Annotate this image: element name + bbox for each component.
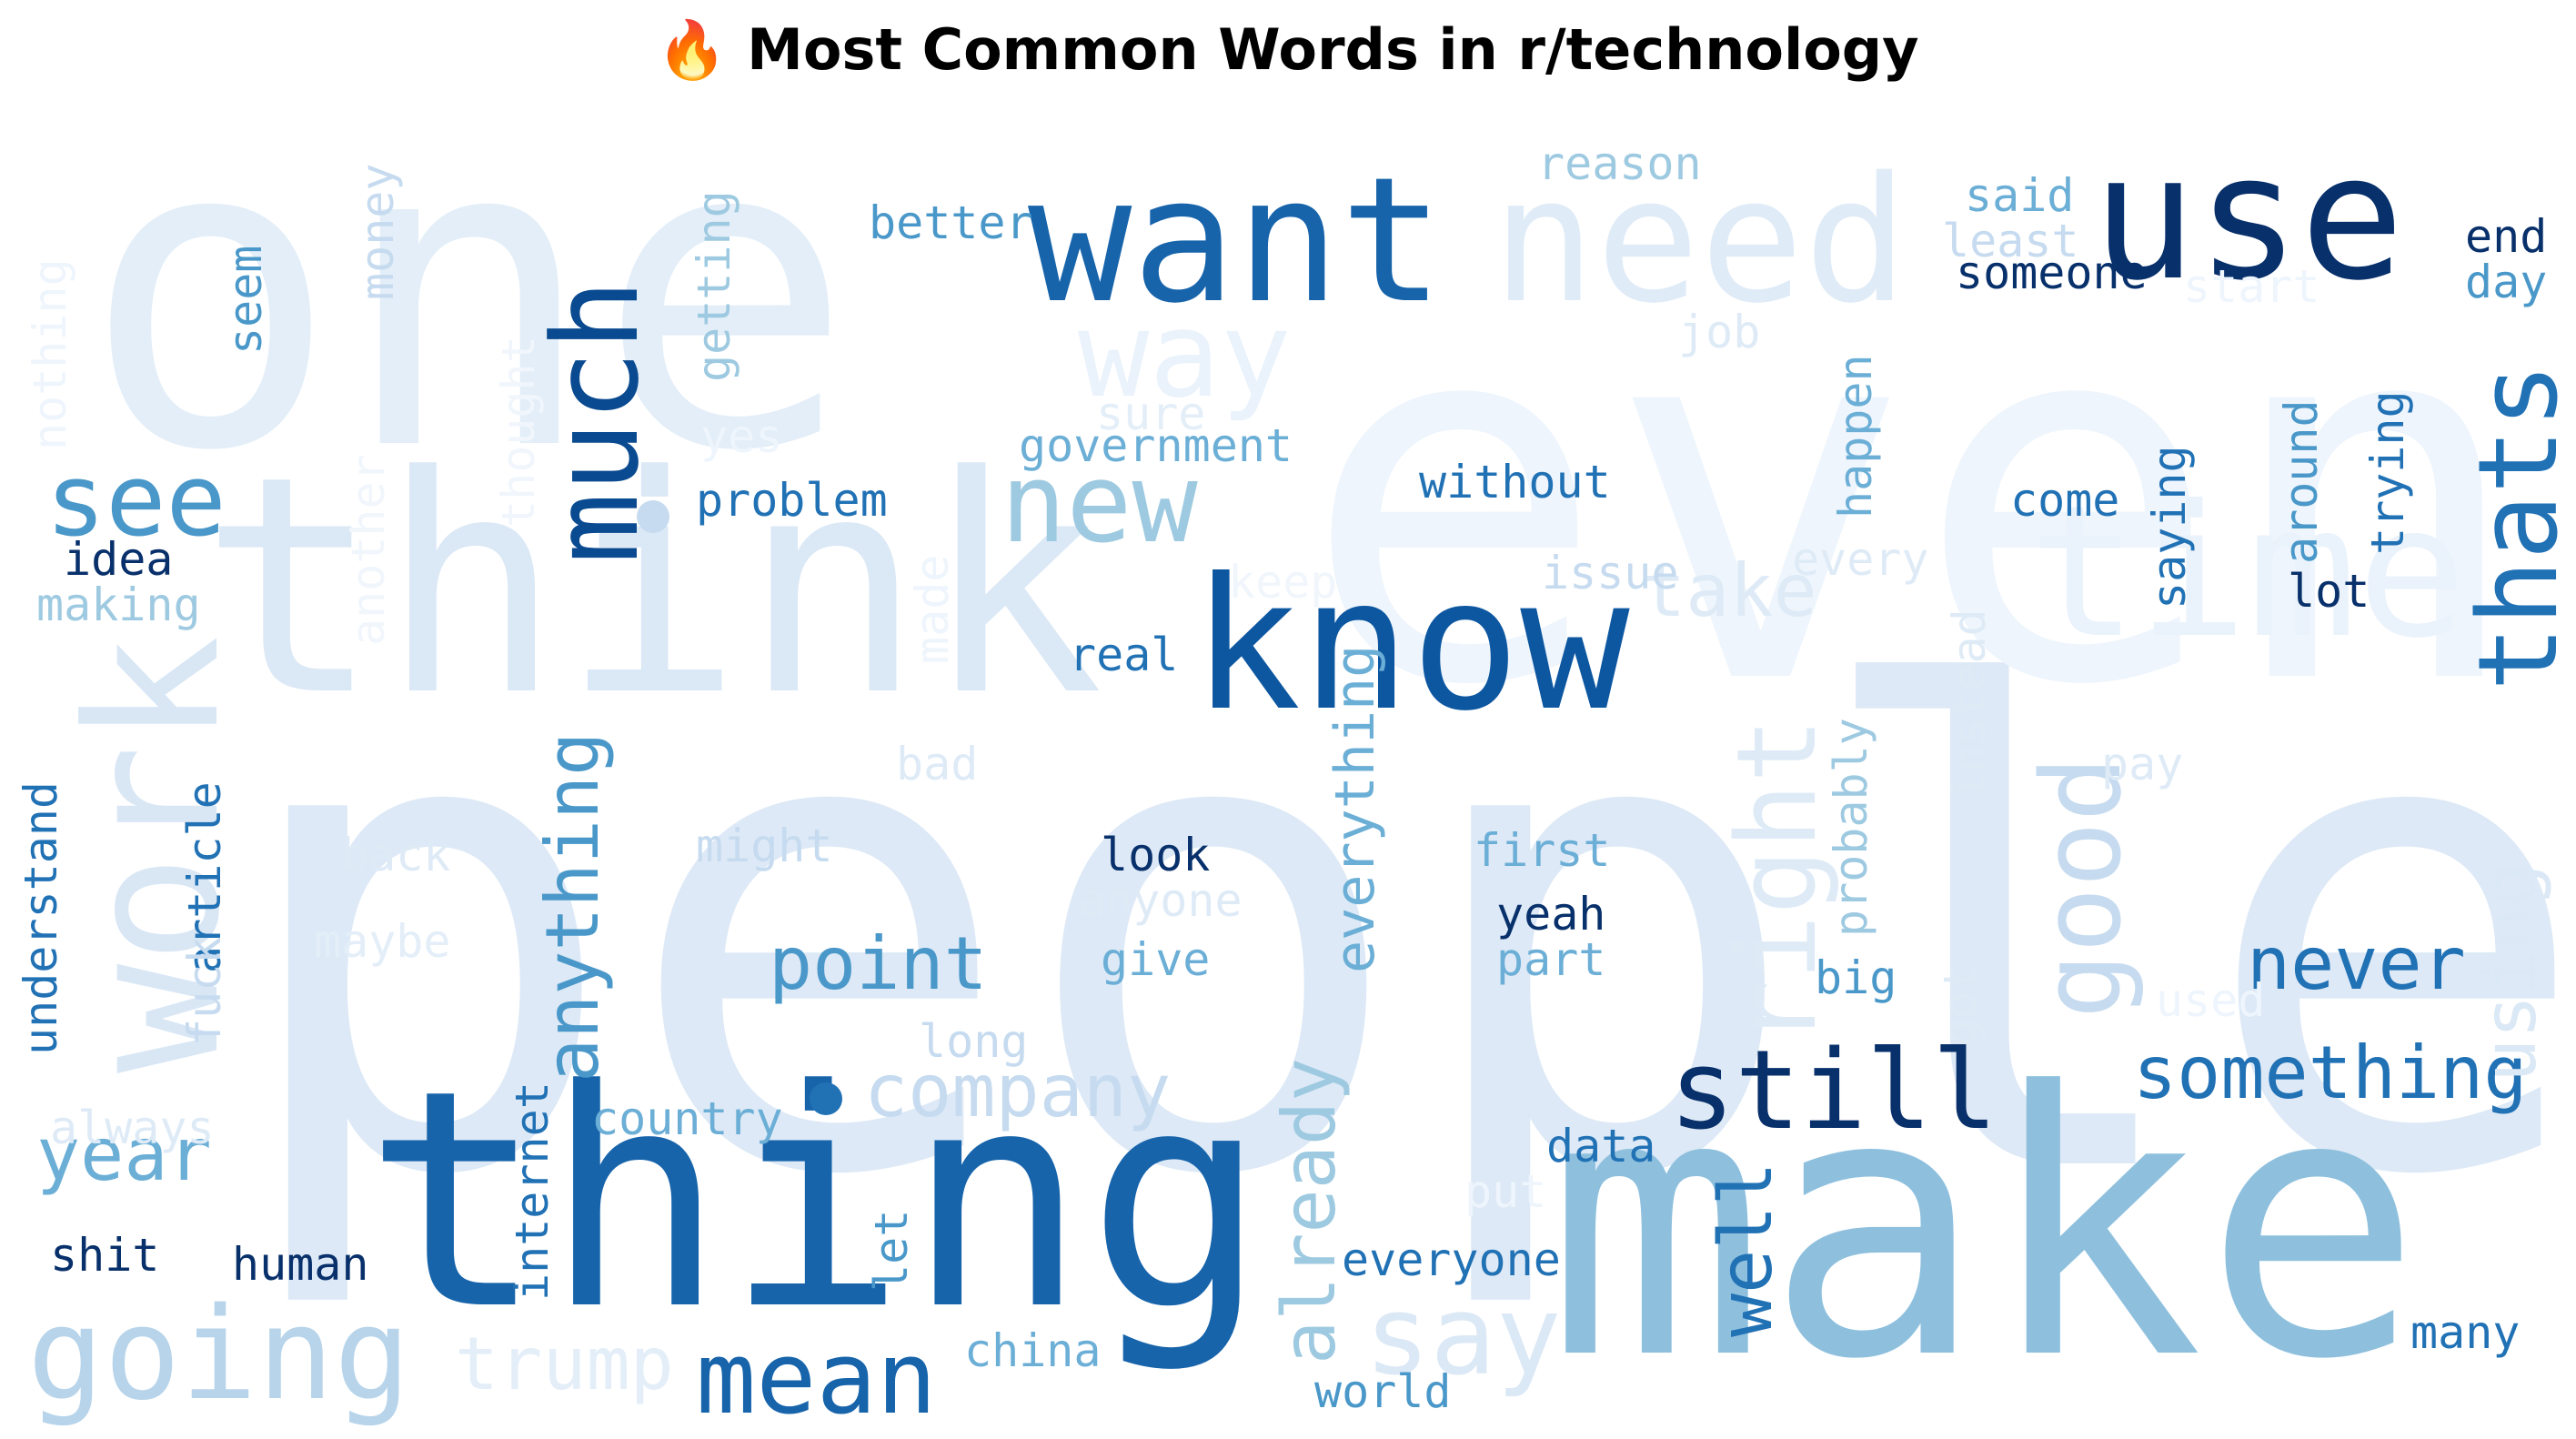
word-someone: someone [1956, 247, 2148, 299]
word-fuck: fuck [178, 936, 231, 1046]
word-world: world [1314, 1365, 1452, 1418]
word-using: using [2468, 863, 2552, 1082]
word-day: day [2465, 256, 2548, 308]
word-well: well [1704, 1162, 1788, 1337]
word-anyone: anyone [1078, 874, 1243, 927]
word-better: better [869, 196, 1033, 249]
word-everything: everything [1323, 644, 1387, 973]
word-job: job [1678, 306, 1761, 358]
word-getting: getting [688, 190, 740, 382]
word-trump: trump [455, 1322, 674, 1406]
word-used: used [2156, 974, 2266, 1027]
word-make: make [1546, 1016, 2423, 1439]
word-nothing: nothing [24, 258, 76, 450]
word-problem: problem [696, 474, 888, 527]
word-need: need [1492, 140, 1908, 341]
dot-mark [637, 500, 669, 533]
word-might: might [696, 820, 833, 872]
word-real: real [1069, 629, 1179, 681]
word-probably: probably [1825, 718, 1877, 937]
word-first: first [1474, 824, 1611, 877]
word-another: another [342, 454, 395, 646]
word-got: got [1934, 963, 1987, 1046]
word-internet: internet [506, 1082, 558, 1301]
word-say: say [1364, 1273, 1562, 1400]
word-yeah: yeah [1496, 888, 1606, 941]
word-good: good [2019, 756, 2146, 1019]
word-instead: instead [1943, 609, 1996, 800]
word-time: time [2028, 467, 2467, 679]
word-making: making [36, 579, 201, 631]
chart-title: 🔥 Most Common Words in r/technology [657, 16, 1919, 83]
word-money: money [351, 163, 404, 300]
word-already: already [1267, 1057, 1352, 1364]
word-keep: keep [1228, 556, 1338, 609]
word-around: around [2275, 399, 2328, 564]
word-people: people [227, 556, 2576, 1318]
word-mean: mean [696, 1320, 937, 1436]
word-thats: thats [2456, 362, 2576, 691]
word-year: year [36, 1112, 212, 1197]
word-lot: lot [2288, 565, 2370, 618]
word-seem: seem [219, 245, 272, 355]
word-least: least [1942, 215, 2079, 267]
word-big: big [1815, 951, 1897, 1004]
word-said: said [1965, 169, 2075, 222]
word-back: back [341, 829, 451, 881]
word-shit: shit [50, 1229, 160, 1282]
word-start: start [2183, 260, 2320, 313]
word-sure: sure [1096, 387, 1206, 440]
word-never: never [2247, 921, 2466, 1006]
word-many: many [2410, 1306, 2521, 1359]
word-always: always [50, 1102, 215, 1154]
word-end: end [2465, 210, 2548, 263]
word-everyone: everyone [1342, 1233, 1561, 1286]
word-way: way [1078, 286, 1292, 424]
word-maybe: maybe [314, 915, 451, 968]
word-bad: bad [896, 738, 979, 790]
word-cloud: people even one think make thing know want use ne… [0, 82, 2576, 1439]
word-think: think [200, 412, 1104, 761]
word-reason: reason [1537, 137, 1702, 190]
word-made: made [906, 554, 959, 664]
word-yes: yes [700, 410, 783, 463]
word-saying: saying [2143, 445, 2196, 609]
word-come: come [2010, 474, 2120, 527]
word-even: even [1301, 204, 2528, 797]
word-pay: pay [2101, 738, 2184, 790]
word-china: china [964, 1324, 1102, 1377]
word-point: point [769, 921, 988, 1006]
word-still: still [1669, 1028, 1998, 1154]
word-going: going [27, 1281, 411, 1429]
word-data: data [1546, 1120, 1656, 1172]
word-anything: anything [530, 731, 615, 1082]
word-want: want [1028, 140, 1444, 341]
word-government: government [1019, 419, 1293, 472]
word-part: part [1496, 933, 1606, 986]
word-thought: thought [492, 336, 545, 528]
word-human: human [232, 1238, 369, 1291]
word-one: one [82, 46, 854, 544]
word-put: put [1464, 1165, 1547, 1218]
word-happen: happen [1829, 354, 1882, 518]
word-without: without [1419, 456, 1611, 508]
word-take: take [1642, 548, 1817, 633]
word-every: every [1792, 533, 1929, 586]
dot-mark [810, 1082, 842, 1115]
word-let: let [865, 1209, 918, 1292]
word-see: see [45, 442, 226, 558]
word-know: know [1192, 539, 1630, 751]
word-idea: idea [64, 533, 174, 586]
word-use: use [2092, 117, 2405, 318]
word-look: look [1101, 829, 1211, 881]
word-long: long [919, 1015, 1029, 1068]
word-trying: trying [2361, 390, 2414, 555]
word-issue: issue [1542, 547, 1679, 599]
word-country: country [591, 1092, 783, 1145]
word-company: company [864, 1049, 1172, 1133]
word-new: new [1001, 441, 1198, 568]
word-give: give [1101, 933, 1211, 986]
word-something: something [2133, 1031, 2528, 1115]
word-understand: understand [15, 780, 67, 1055]
